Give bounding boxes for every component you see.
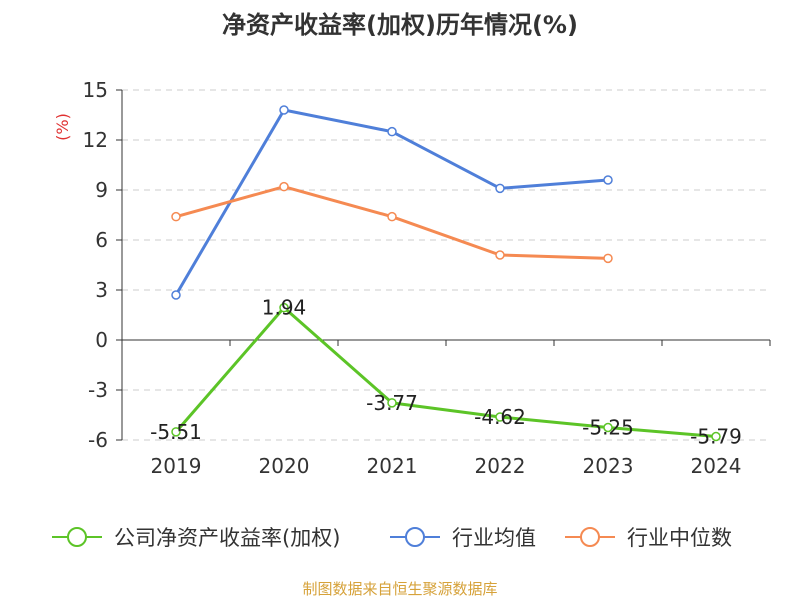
data-point[interactable] xyxy=(603,175,613,185)
y-tick-label: 3 xyxy=(95,278,108,302)
x-tick-label: 2021 xyxy=(367,454,418,478)
x-tick-label: 2020 xyxy=(259,454,310,478)
data-point[interactable] xyxy=(495,183,505,194)
data-point[interactable] xyxy=(603,253,613,264)
y-tick-label: -6 xyxy=(88,428,108,452)
gridlines xyxy=(122,89,770,441)
data-point[interactable] xyxy=(171,290,181,300)
data-point[interactable] xyxy=(171,211,181,222)
x-tick-label: 2022 xyxy=(475,454,526,478)
data-point[interactable] xyxy=(387,126,397,137)
data-point[interactable] xyxy=(495,250,505,260)
chart-title: 净资产收益率(加权)历年情况(%) xyxy=(222,11,578,39)
data-point[interactable] xyxy=(387,211,397,222)
legend[interactable]: 公司净资产收益率(加权) 行业均值 行业中位数 xyxy=(52,526,732,550)
data-point[interactable] xyxy=(279,302,289,313)
y-tick-label: 12 xyxy=(83,128,108,152)
data-point[interactable] xyxy=(603,422,613,433)
data-label: -5.51 xyxy=(150,420,202,444)
data-label: -4.62 xyxy=(474,405,526,429)
x-tick-label: 2024 xyxy=(691,454,742,478)
legend-marker xyxy=(405,527,425,547)
data-point[interactable] xyxy=(279,105,289,115)
y-tick-label: 6 xyxy=(95,228,108,252)
series xyxy=(171,105,721,442)
series-line xyxy=(174,108,610,297)
source-note: 制图数据来自恒生聚源数据库 xyxy=(302,580,497,598)
data-point[interactable] xyxy=(279,181,289,192)
axes: 15 12 9 6 3 0 -3 -6 2019 2020 2021 2022 2023 2024 xyxy=(83,78,771,478)
data-label: -5.25 xyxy=(582,416,634,440)
legend-label[interactable]: 行业均值 xyxy=(452,526,536,550)
y-tick-label: 15 xyxy=(83,78,108,102)
y-tick-label: -3 xyxy=(88,378,108,402)
legend-marker xyxy=(67,527,87,547)
data-point[interactable] xyxy=(387,398,397,408)
series-line xyxy=(174,185,610,260)
x-tick-label: 2019 xyxy=(151,454,202,478)
y-tick-label: 9 xyxy=(95,178,108,202)
y-axis-unit: (%) xyxy=(53,113,72,141)
x-tick-label: 2023 xyxy=(583,454,634,478)
data-labels: -5.51 1.94 -3.77 -4.62 -5.25 -5.79 xyxy=(150,296,742,449)
y-tick-label: 0 xyxy=(95,328,108,352)
legend-label[interactable]: 公司净资产收益率(加权) xyxy=(114,526,340,550)
data-label: -5.79 xyxy=(690,425,742,449)
data-point[interactable] xyxy=(711,431,721,442)
legend-label[interactable]: 行业中位数 xyxy=(627,526,732,550)
data-point[interactable] xyxy=(495,412,505,422)
series-line xyxy=(174,306,718,438)
legend-marker xyxy=(580,527,600,547)
data-label: -3.77 xyxy=(366,391,418,415)
data-label: 1.94 xyxy=(262,296,307,320)
data-point[interactable] xyxy=(171,427,181,437)
